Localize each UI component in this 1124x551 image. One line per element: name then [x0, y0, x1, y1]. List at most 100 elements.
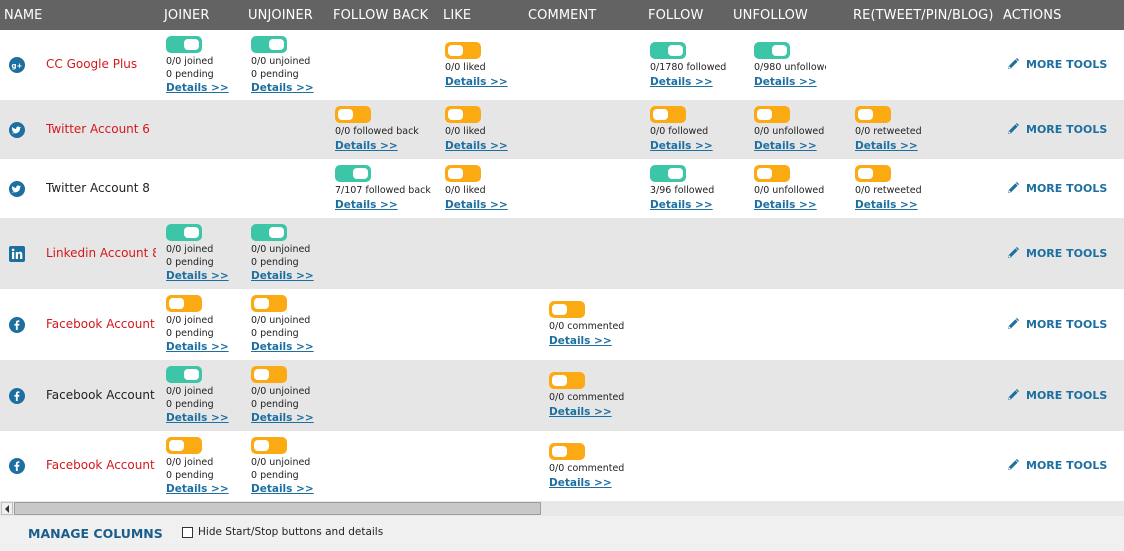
unjoiner-toggle[interactable]	[251, 366, 287, 383]
like-toggle[interactable]	[445, 165, 481, 182]
account-name[interactable]: Linkedin Account 8	[46, 246, 156, 260]
more-tools-button[interactable]: MORE TOOLS	[1006, 388, 1107, 402]
details-link[interactable]: Details >>	[251, 270, 314, 282]
stat-text: 0/0 liked	[445, 126, 486, 137]
like-cell: 0/0 liked Details >>	[445, 165, 545, 211]
unfollow-toggle[interactable]	[754, 106, 790, 123]
details-link[interactable]: Details >>	[855, 198, 918, 211]
details-link[interactable]: Details >>	[445, 75, 508, 88]
joiner-toggle[interactable]	[166, 295, 202, 312]
details-link[interactable]: Details >>	[166, 270, 229, 282]
like-toggle[interactable]	[445, 42, 481, 59]
details-link[interactable]: Details >>	[445, 139, 508, 152]
toggle-knob	[254, 298, 269, 309]
details-link[interactable]: Details >>	[549, 405, 612, 418]
comment-toggle[interactable]	[549, 443, 585, 460]
column-header-unfollow[interactable]: UNFOLLOW	[733, 8, 808, 23]
unjoiner-cell: 0/0 unjoined 0 pending Details >>	[251, 437, 331, 495]
more-tools-button[interactable]: MORE TOOLS	[1006, 317, 1107, 331]
stat-text: 0 pending	[251, 327, 299, 339]
unjoiner-toggle[interactable]	[251, 36, 287, 53]
follow-back-toggle[interactable]	[335, 165, 371, 182]
stat-text: 0 pending	[166, 68, 214, 80]
toggle-knob	[448, 45, 463, 56]
comment-toggle[interactable]	[549, 372, 585, 389]
column-header-joiner[interactable]: JOINER	[164, 8, 210, 23]
details-link[interactable]: Details >>	[166, 82, 229, 94]
twitter-icon	[9, 122, 25, 138]
follow-toggle[interactable]	[650, 106, 686, 123]
details-link[interactable]: Details >>	[251, 341, 314, 353]
account-name[interactable]: Facebook Account 1	[46, 458, 156, 472]
column-header-retweet[interactable]: RE(TWEET/PIN/BLOG)	[853, 8, 994, 23]
details-link[interactable]: Details >>	[549, 476, 612, 489]
details-link[interactable]: Details >>	[166, 412, 229, 424]
details-link[interactable]: Details >>	[855, 139, 918, 152]
comment-toggle[interactable]	[549, 301, 585, 318]
scroll-left-button[interactable]	[1, 502, 13, 515]
like-toggle[interactable]	[445, 106, 481, 123]
details-link[interactable]: Details >>	[166, 341, 229, 353]
column-header-actions[interactable]: ACTIONS	[1003, 8, 1062, 23]
details-link[interactable]: Details >>	[754, 139, 817, 152]
hide-start-stop-checkbox[interactable]	[182, 527, 193, 538]
joiner-toggle[interactable]	[166, 366, 202, 383]
details-link[interactable]: Details >>	[650, 198, 713, 211]
more-tools-button[interactable]: MORE TOOLS	[1006, 246, 1107, 260]
account-row: Facebook Account 1 0/0 joined 0 pending Det…	[0, 360, 1124, 431]
column-header-unjoiner[interactable]: UNJOINER	[248, 8, 313, 23]
details-link[interactable]: Details >>	[251, 483, 314, 495]
unfollow-toggle[interactable]	[754, 165, 790, 182]
details-link[interactable]: Details >>	[754, 75, 817, 88]
toggle-knob	[254, 369, 269, 380]
more-tools-button[interactable]: MORE TOOLS	[1006, 57, 1107, 71]
details-link[interactable]: Details >>	[335, 139, 398, 152]
column-header-follow[interactable]: FOLLOW	[648, 8, 704, 23]
account-name[interactable]: CC Google Plus	[46, 57, 138, 71]
account-name[interactable]: Twitter Account 8	[46, 181, 150, 195]
unfollow-cell: 0/980 unfollowe Details >>	[754, 42, 826, 88]
more-tools-button[interactable]: MORE TOOLS	[1006, 122, 1107, 136]
follow-toggle[interactable]	[650, 165, 686, 182]
follow-toggle[interactable]	[650, 42, 686, 59]
toggle-knob	[448, 168, 463, 179]
details-link[interactable]: Details >>	[335, 198, 398, 211]
toggle-knob	[668, 45, 683, 56]
details-link[interactable]: Details >>	[650, 75, 713, 88]
account-name[interactable]: Facebook Account 1	[46, 388, 156, 402]
unfollow-toggle[interactable]	[754, 42, 790, 59]
column-header-follow-back[interactable]: FOLLOW BACK	[333, 8, 429, 23]
horizontal-scrollbar[interactable]	[0, 501, 1124, 516]
unjoiner-toggle[interactable]	[251, 295, 287, 312]
details-link[interactable]: Details >>	[754, 198, 817, 211]
stat-text: 0/1780 followed	[650, 62, 727, 73]
details-link[interactable]: Details >>	[650, 139, 713, 152]
details-link[interactable]: Details >>	[251, 82, 314, 94]
details-link[interactable]: Details >>	[445, 198, 508, 211]
unjoiner-cell: 0/0 unjoined 0 pending Details >>	[251, 295, 331, 353]
details-link[interactable]: Details >>	[549, 334, 612, 347]
details-link[interactable]: Details >>	[166, 483, 229, 495]
unjoiner-toggle[interactable]	[251, 224, 287, 241]
follow-cell: 3/96 followed Details >>	[650, 165, 750, 211]
account-name[interactable]: Twitter Account 6	[46, 122, 150, 136]
details-link[interactable]: Details >>	[251, 412, 314, 424]
stat-text: 0/0 followed back	[335, 126, 419, 137]
column-header-like[interactable]: LIKE	[443, 8, 472, 23]
scrollbar-thumb[interactable]	[14, 502, 541, 515]
joiner-toggle[interactable]	[166, 36, 202, 53]
more-tools-button[interactable]: MORE TOOLS	[1006, 458, 1107, 472]
retweet-toggle[interactable]	[855, 165, 891, 182]
account-name[interactable]: Facebook Account 9	[46, 317, 156, 331]
column-header-comment[interactable]: COMMENT	[528, 8, 597, 23]
unjoiner-toggle[interactable]	[251, 437, 287, 454]
more-tools-button[interactable]: MORE TOOLS	[1006, 181, 1107, 195]
account-row: Facebook Account 9 0/0 joined 0 pending Det…	[0, 289, 1124, 360]
manage-columns-button[interactable]: MANAGE COLUMNS	[28, 526, 163, 541]
retweet-toggle[interactable]	[855, 106, 891, 123]
column-header-name[interactable]: NAME	[4, 8, 43, 23]
follow-back-toggle[interactable]	[335, 106, 371, 123]
joiner-toggle[interactable]	[166, 437, 202, 454]
joiner-toggle[interactable]	[166, 224, 202, 241]
